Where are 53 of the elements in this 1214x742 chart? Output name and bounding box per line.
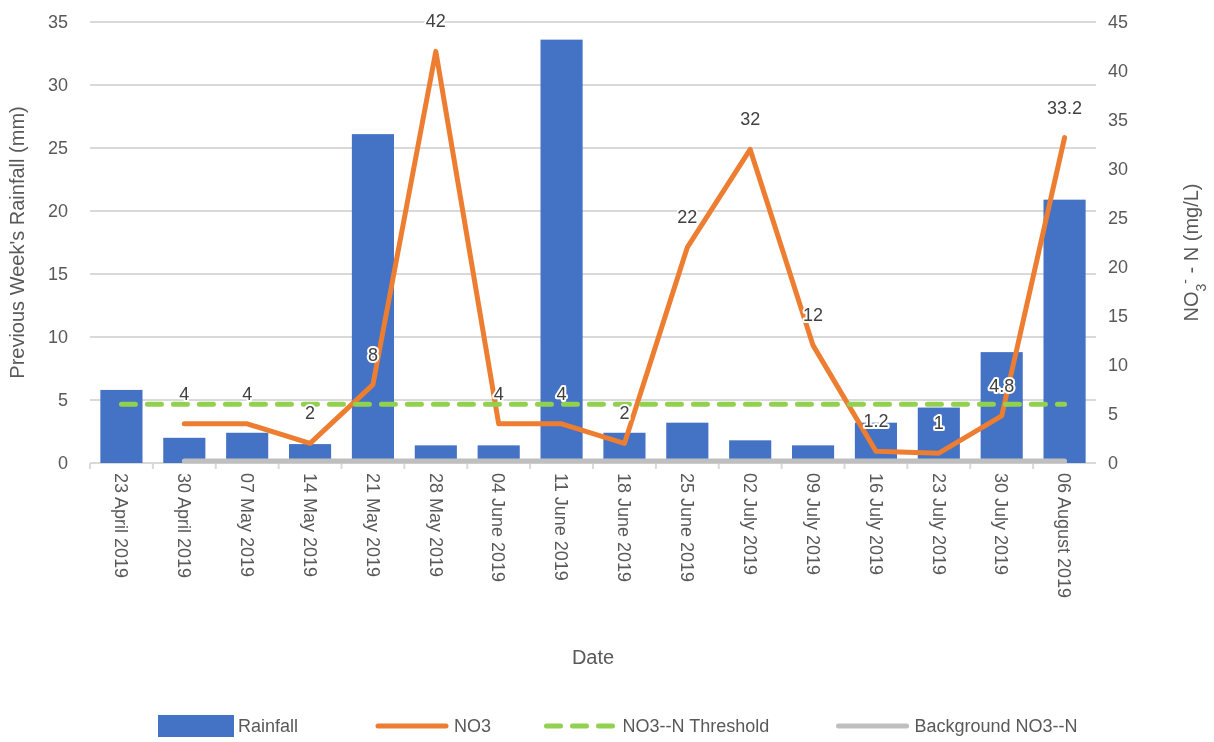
x-tick-label: 23 April 2019	[111, 473, 132, 579]
y2-tick-label: 15	[1108, 306, 1129, 327]
x-tick-label: 09 July 2019	[802, 473, 823, 576]
x-tick-label: 23 July 2019	[928, 473, 949, 576]
data-label: 42	[425, 11, 446, 32]
x-tick-label: 06 August 2019	[1054, 473, 1075, 599]
x-tick-label: 25 June 2019	[677, 473, 698, 583]
data-label: 4	[242, 383, 253, 404]
data-label: 2	[619, 403, 630, 424]
y-tick-label: 25	[47, 138, 68, 159]
legend-label: NO3--N Threshold	[622, 716, 770, 737]
x-tick-label: 18 June 2019	[614, 473, 635, 583]
y2-tick-label: 45	[1108, 12, 1129, 33]
x-tick-label: 16 July 2019	[865, 473, 886, 576]
y2-tick-label: 35	[1108, 110, 1129, 131]
bar	[100, 389, 143, 463]
y2-tick-label: 10	[1108, 355, 1129, 376]
y2-tick-label: 25	[1108, 208, 1129, 229]
y-tick-label: 15	[47, 264, 68, 285]
x-tick-label: 04 June 2019	[488, 473, 509, 583]
legend-label: Rainfall	[238, 716, 299, 737]
x-tick-label: 30 April 2019	[174, 473, 195, 579]
data-label: 22	[677, 207, 698, 228]
data-label: 32	[740, 109, 761, 130]
y-tick-label: 10	[47, 327, 68, 348]
legend-label: Background NO3--N	[914, 716, 1078, 737]
x-tick-label: 28 May 2019	[425, 473, 446, 578]
x-tick-label: 14 May 2019	[299, 473, 320, 578]
y2-tick-label: 5	[1108, 404, 1119, 425]
data-label: 33.2	[1047, 97, 1083, 118]
bar	[163, 437, 206, 463]
y2-tick-label: 20	[1108, 257, 1129, 278]
y2-tick-label: 40	[1108, 61, 1129, 82]
x-tick-label: 07 May 2019	[236, 473, 257, 578]
data-label: 4	[556, 383, 567, 404]
y-tick-label: 20	[47, 201, 68, 222]
data-label: 1	[933, 413, 944, 434]
data-label: 2	[305, 403, 316, 424]
y-tick-label: 0	[57, 453, 68, 474]
x-tick-label: 11 June 2019	[551, 473, 572, 581]
bar	[1043, 199, 1086, 463]
y2-tick-label: 0	[1108, 453, 1119, 474]
y-tick-label: 30	[47, 75, 68, 96]
y2-tick-label: 30	[1108, 159, 1129, 180]
data-label: 4	[179, 383, 190, 404]
x-tick-label: 21 May 2019	[362, 473, 383, 578]
legend-label: NO3	[454, 716, 492, 737]
y-tick-label: 35	[47, 12, 68, 33]
x-tick-label: 02 July 2019	[739, 473, 760, 576]
y-tick-label: 5	[57, 390, 68, 411]
x-tick-label: 30 July 2019	[991, 473, 1012, 576]
y-axis-title: Previous Week's Rainfall (mm)	[6, 106, 28, 379]
x-axis-title: Date	[571, 646, 615, 668]
